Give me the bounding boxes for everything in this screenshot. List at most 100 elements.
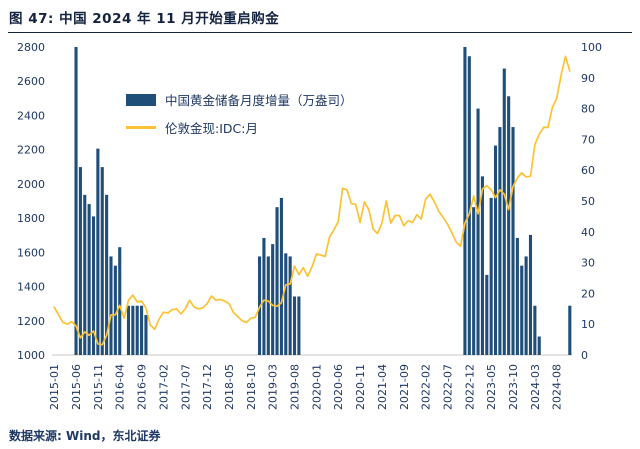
y-left-tick: 1400 [17, 281, 45, 294]
reserve-bar [480, 176, 484, 355]
reserve-bar [78, 167, 82, 355]
y-right-tick: 0 [581, 349, 588, 362]
chart-legend: 中国黄金储备月度增量（万盎司） 伦敦金现:IDC:月 [126, 90, 353, 137]
x-tick: 2016-04 [114, 364, 127, 410]
figure-header: 图 47: 中国 2024 年 11 月开始重启购金 [0, 0, 640, 27]
x-tick: 2021-09 [398, 364, 411, 410]
y-right-tick: 90 [581, 72, 595, 85]
x-tick: 2019-03 [267, 364, 280, 410]
reserve-bar [297, 296, 301, 355]
x-tick: 2018-05 [223, 364, 236, 410]
y-left-tick: 2600 [17, 75, 45, 88]
reserve-bar [113, 265, 117, 355]
x-tick: 2017-07 [179, 364, 192, 410]
reserve-bar [467, 56, 471, 356]
y-left-tick: 1600 [17, 246, 45, 259]
x-tick: 2016-09 [136, 364, 149, 410]
reserve-bar [288, 256, 292, 355]
y-left-tick: 2400 [17, 109, 45, 122]
x-tick: 2023-05 [485, 364, 498, 410]
y-left-tick: 1800 [17, 212, 45, 225]
reserve-bar [493, 145, 498, 355]
reserve-bar [476, 108, 480, 355]
bars-swatch [126, 93, 156, 106]
y-right-tick: 50 [581, 195, 595, 208]
reserve-bar [144, 314, 148, 355]
reserve-bar [131, 305, 135, 355]
reserve-bar [511, 127, 515, 355]
x-tick: 2021-04 [376, 364, 389, 410]
y-right-tick: 20 [581, 287, 595, 300]
legend-item-line: 伦敦金现:IDC:月 [126, 118, 353, 137]
x-tick: 2020-06 [332, 364, 345, 410]
x-tick: 2023-10 [507, 364, 520, 410]
reserve-bar [275, 207, 279, 355]
reserve-bar [515, 237, 519, 355]
legend-line-label: 伦敦金现:IDC:月 [165, 121, 258, 136]
reserve-bar [528, 234, 533, 355]
y-right-tick: 40 [581, 226, 595, 239]
x-tick: 2019-08 [289, 364, 302, 410]
x-tick: 2015-11 [92, 364, 105, 410]
title-divider [8, 32, 632, 33]
x-tick: 2015-06 [70, 364, 83, 410]
reserve-bar [91, 216, 96, 355]
line-swatch [126, 126, 156, 129]
source-note: 数据来源: Wind，东北证券 [9, 429, 161, 443]
y-right-tick: 30 [581, 257, 595, 270]
x-tick: 2024-08 [551, 364, 564, 410]
x-tick: 2022-12 [463, 364, 476, 410]
reserve-bar [109, 256, 113, 355]
reserve-bar [140, 305, 144, 355]
figure-title: 图 47: 中国 2024 年 11 月开始重启购金 [9, 11, 280, 27]
reserve-bar [100, 167, 104, 355]
reserve-bar [537, 336, 541, 355]
x-tick: 2022-07 [441, 364, 454, 410]
reserve-bar [126, 305, 131, 355]
x-tick: 2020-11 [354, 364, 367, 410]
reserve-bar [472, 207, 476, 355]
x-tick: 2015-01 [48, 364, 61, 410]
x-tick: 2018-10 [245, 364, 258, 410]
reserve-bar [279, 197, 283, 355]
x-tick: 2017-02 [157, 364, 170, 410]
x-tick: 2017-12 [201, 364, 214, 410]
reserve-bar [533, 305, 537, 355]
y-left-tick: 1200 [17, 315, 45, 328]
reserve-bar [96, 148, 100, 355]
reserve-bar [271, 244, 275, 355]
reserve-bar [498, 127, 502, 355]
chart-area: 1000 1200 1400 1600 1800 2000 2200 2400 2600 2800… [0, 33, 640, 429]
reserve-bar [83, 194, 87, 355]
reserve-bar [135, 305, 139, 355]
x-tick: 2024-03 [529, 364, 542, 410]
gold-price-line [53, 55, 571, 346]
reserve-bar [507, 96, 511, 355]
reserve-bar [262, 237, 266, 355]
reserve-bar [489, 197, 493, 355]
reserve-bar [524, 256, 528, 355]
y-right-tick: 60 [581, 164, 595, 177]
y-right-tick: 80 [581, 103, 595, 116]
legend-item-bars: 中国黄金储备月度增量（万盎司） [126, 90, 353, 109]
y-right-tick: 10 [581, 318, 595, 331]
reserve-bar [105, 194, 109, 355]
reserve-bar [463, 47, 467, 355]
reserve-bar [520, 265, 524, 355]
reserve-bar [74, 47, 78, 355]
legend-bars-label: 中国黄金储备月度增量（万盎司） [165, 93, 353, 108]
y-left-tick: 2000 [17, 178, 45, 191]
reserve-bar [292, 296, 297, 355]
reserve-bar [266, 256, 270, 355]
y-left-tick: 2200 [17, 144, 45, 157]
y-left-tick: 1000 [17, 349, 45, 362]
x-tick: 2020-01 [310, 364, 323, 410]
y-right-tick: 100 [581, 41, 602, 54]
reserve-bar [568, 305, 572, 355]
y-right-tick: 70 [581, 133, 595, 146]
chart-canvas: 1000120014001600180020002200240026002800… [17, 41, 602, 410]
x-tick: 2022-02 [420, 364, 433, 410]
reserve-bar [87, 204, 91, 355]
y-left-tick: 2800 [17, 41, 45, 54]
